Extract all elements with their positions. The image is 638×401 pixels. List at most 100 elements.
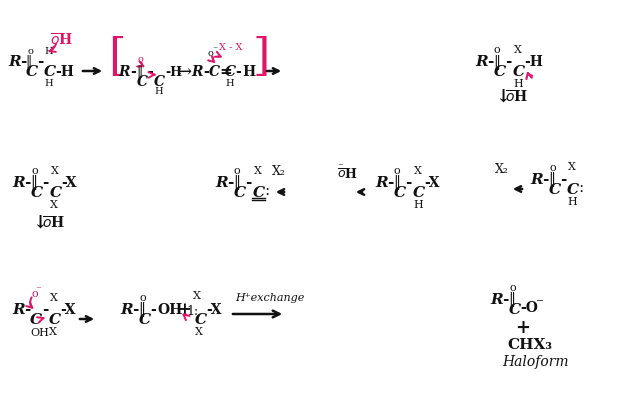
Text: +: + — [515, 318, 530, 336]
Text: X: X — [193, 290, 201, 300]
Text: -H: -H — [165, 65, 182, 78]
Text: +: + — [177, 301, 191, 318]
Text: ↔: ↔ — [176, 63, 191, 81]
Text: ‖: ‖ — [233, 175, 240, 190]
Text: R: R — [191, 65, 202, 79]
Text: ↓: ↓ — [32, 213, 47, 231]
Text: o: o — [208, 49, 214, 59]
Text: -: - — [42, 176, 48, 190]
Text: C: C — [253, 186, 265, 200]
Text: -: - — [502, 292, 508, 306]
Text: C: C — [549, 182, 561, 196]
Text: C: C — [394, 186, 406, 200]
Text: -X: -X — [424, 176, 440, 190]
Text: X: X — [49, 326, 57, 336]
Text: C: C — [413, 186, 425, 200]
Text: -X: -X — [60, 302, 75, 316]
Text: R: R — [490, 292, 503, 306]
Text: C: C — [195, 312, 207, 326]
Text: X₂: X₂ — [495, 163, 509, 176]
Text: X: X — [50, 292, 58, 302]
Text: o: o — [509, 282, 516, 292]
Text: X: X — [51, 166, 59, 176]
Text: -: - — [235, 65, 241, 79]
Text: ⁻: ⁻ — [212, 45, 217, 55]
Text: -: - — [560, 172, 567, 186]
Text: $\overline{o}$H: $\overline{o}$H — [505, 89, 528, 105]
Text: C: C — [225, 65, 236, 79]
Text: H: H — [567, 196, 577, 207]
Text: o: o — [137, 55, 143, 64]
Text: X: X — [195, 326, 203, 336]
Text: -: - — [24, 176, 31, 190]
Text: H: H — [154, 87, 163, 96]
Text: -: - — [487, 55, 493, 69]
Text: R: R — [118, 65, 130, 79]
Text: ‖: ‖ — [508, 292, 515, 307]
Text: $\overline{o}$H: $\overline{o}$H — [50, 32, 73, 48]
Text: X: X — [568, 162, 576, 172]
Text: C: C — [49, 312, 61, 326]
Text: ‖: ‖ — [136, 65, 142, 78]
Text: Haloform: Haloform — [502, 354, 568, 368]
Text: =: = — [219, 65, 232, 79]
Text: -: - — [387, 176, 394, 190]
Text: o: o — [494, 45, 501, 55]
Text: o: o — [27, 47, 33, 57]
Text: C: C — [139, 312, 151, 326]
Text: :: : — [578, 180, 583, 194]
Text: H: H — [413, 200, 423, 209]
Text: -: - — [20, 55, 26, 69]
Text: R: R — [8, 55, 20, 69]
Text: C: C — [509, 302, 521, 316]
Text: -: - — [147, 65, 152, 79]
Text: R: R — [475, 55, 487, 69]
Text: R: R — [120, 302, 133, 316]
Text: OH: OH — [30, 327, 49, 337]
Text: ‖: ‖ — [393, 175, 400, 190]
Text: -: - — [227, 176, 234, 190]
Text: CHX₃: CHX₃ — [507, 337, 552, 351]
Text: o: o — [394, 166, 401, 176]
Text: -: - — [42, 302, 48, 316]
Text: C: C — [26, 65, 38, 79]
Text: -H: -H — [524, 55, 543, 69]
Text: C: C — [137, 75, 148, 89]
Text: -X: -X — [206, 302, 221, 316]
Text: -: - — [505, 55, 512, 69]
Text: ‖: ‖ — [493, 55, 500, 69]
Text: ‖: ‖ — [548, 172, 555, 187]
Text: ‖: ‖ — [30, 175, 37, 190]
Text: ↓: ↓ — [495, 88, 510, 106]
Text: H: H — [44, 47, 52, 57]
Text: R: R — [215, 176, 228, 190]
Text: C: C — [513, 65, 525, 79]
Text: X₂: X₂ — [272, 165, 286, 178]
Text: ]: ] — [253, 35, 271, 78]
Text: C: C — [209, 65, 220, 79]
Text: X: X — [50, 200, 58, 209]
Text: C: C — [494, 65, 506, 79]
Text: X: X — [414, 166, 422, 176]
Text: C: C — [567, 182, 579, 196]
Text: OH: OH — [157, 302, 182, 316]
Text: -: - — [24, 302, 31, 316]
Text: ‖: ‖ — [138, 302, 145, 317]
Text: ‖: ‖ — [25, 55, 31, 68]
Text: C: C — [50, 186, 62, 200]
Text: -: - — [150, 302, 156, 316]
Text: [: [ — [108, 35, 126, 78]
Text: $\overline{o}$H: $\overline{o}$H — [42, 214, 65, 231]
Text: H⁺exchange: H⁺exchange — [235, 292, 304, 302]
Text: -: - — [405, 176, 412, 190]
Text: C: C — [31, 186, 43, 200]
Text: ⁻: ⁻ — [337, 162, 343, 172]
Text: -: - — [132, 302, 138, 316]
Text: H: H — [513, 79, 523, 89]
Text: -X: -X — [61, 176, 77, 190]
Text: o: o — [549, 162, 556, 172]
Text: -: - — [37, 55, 43, 69]
Text: C: C — [234, 186, 246, 200]
Text: -: - — [130, 65, 136, 79]
Text: o: o — [31, 288, 38, 298]
